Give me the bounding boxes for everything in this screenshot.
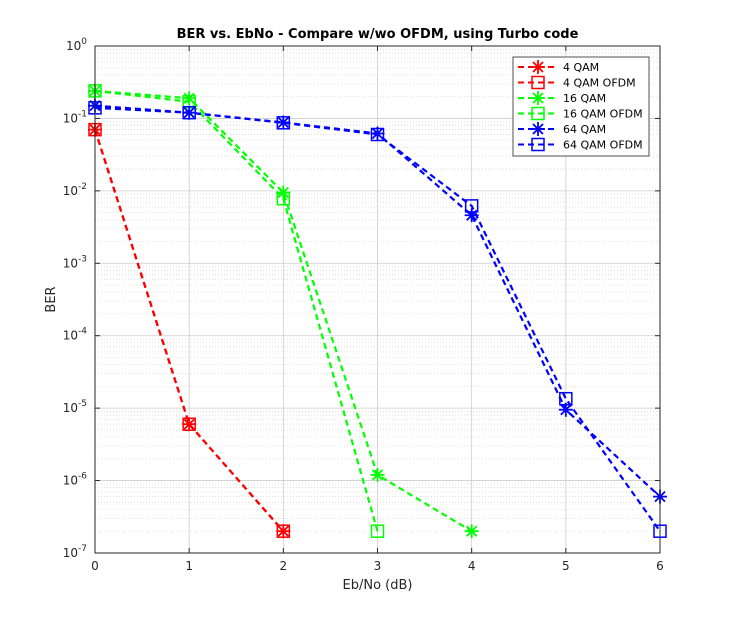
series-layer bbox=[88, 83, 667, 539]
y-tick-label: 10-6 bbox=[63, 472, 88, 488]
square-marker bbox=[531, 75, 545, 90]
asterisk-marker bbox=[370, 467, 385, 482]
asterisk-marker bbox=[531, 122, 545, 136]
legend-label: 16 QAM OFDM bbox=[563, 108, 643, 121]
legend-label: 4 QAM bbox=[563, 61, 599, 74]
legend-item: 16 QAM OFDM bbox=[518, 106, 643, 121]
square-marker bbox=[370, 524, 385, 538]
asterisk-marker bbox=[531, 60, 545, 74]
x-tick-label: 3 bbox=[374, 559, 382, 573]
x-tick-labels: 0 1 2 3 4 5 6 bbox=[91, 559, 664, 573]
y-tick-label: 100 bbox=[66, 37, 87, 53]
series-line bbox=[94, 89, 379, 532]
asterisk-marker bbox=[464, 208, 479, 223]
y-tick-labels: 10-7 10-6 10-5 10-4 10-3 10-2 10-1 100 bbox=[63, 37, 88, 560]
series-line bbox=[93, 129, 285, 532]
legend-item: 4 QAM OFDM bbox=[518, 75, 636, 90]
y-tick-label: 10-3 bbox=[63, 254, 87, 270]
square-marker bbox=[182, 417, 196, 431]
legend-item: 64 QAM OFDM bbox=[518, 137, 643, 152]
asterisk-marker bbox=[182, 91, 197, 106]
legend-item: 16 QAM bbox=[518, 91, 606, 105]
series-line bbox=[94, 106, 661, 532]
asterisk-marker bbox=[531, 91, 545, 105]
asterisk-marker bbox=[558, 402, 573, 417]
square-marker bbox=[182, 105, 196, 120]
square-marker bbox=[276, 116, 291, 130]
legend-label: 64 QAM OFDM bbox=[563, 139, 643, 152]
legend-label: 64 QAM bbox=[563, 123, 606, 136]
x-tick-label: 6 bbox=[656, 559, 664, 573]
x-tick-label: 0 bbox=[91, 559, 99, 573]
asterisk-marker bbox=[464, 524, 479, 539]
y-tick-label: 10-2 bbox=[63, 182, 87, 198]
asterisk-marker bbox=[276, 115, 291, 130]
ticks-layer bbox=[94, 45, 661, 554]
square-marker bbox=[276, 524, 291, 538]
square-marker bbox=[531, 137, 545, 152]
legend-label: 16 QAM bbox=[563, 92, 606, 105]
asterisk-marker bbox=[182, 417, 197, 432]
x-tick-label: 1 bbox=[185, 559, 193, 573]
y-tick-label: 10-5 bbox=[63, 399, 87, 415]
y-tick-label: 10-4 bbox=[63, 327, 88, 343]
legend-label: 4 QAM OFDM bbox=[563, 77, 636, 90]
y-tick-label: 10-7 bbox=[63, 544, 87, 560]
y-axis-label: BER bbox=[44, 286, 59, 312]
legend: 4 QAM 4 QAM OFDM 16 QAM 16 QAM OFDM 64 QAM 64… bbox=[512, 56, 650, 157]
square-marker bbox=[464, 199, 479, 213]
x-tick-label: 5 bbox=[562, 559, 570, 573]
legend-item: 4 QAM bbox=[518, 60, 599, 74]
x-tick-label: 2 bbox=[280, 559, 288, 573]
square-marker bbox=[370, 127, 385, 142]
x-axis-label: Eb/No (dB) bbox=[343, 578, 413, 593]
legend-item: 64 QAM bbox=[518, 122, 606, 136]
square-marker bbox=[276, 191, 291, 206]
legend-box bbox=[512, 56, 650, 157]
series-line bbox=[94, 89, 473, 533]
y-tick-label: 10-1 bbox=[63, 109, 87, 125]
chart-title: BER vs. EbNo - Compare w/wo OFDM, using … bbox=[177, 27, 579, 42]
square-marker bbox=[559, 391, 573, 406]
x-tick-label: 4 bbox=[468, 559, 476, 573]
square-marker bbox=[531, 106, 545, 121]
